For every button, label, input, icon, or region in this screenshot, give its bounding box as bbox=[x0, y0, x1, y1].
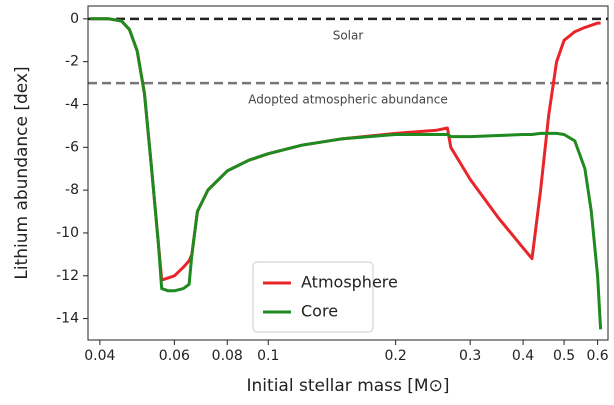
y-tick-label: -6 bbox=[65, 139, 79, 155]
x-tick-label: 0.08 bbox=[212, 348, 243, 364]
x-tick-label: 0.04 bbox=[84, 348, 115, 364]
y-tick-label: -2 bbox=[65, 54, 79, 70]
y-axis-label: Lithium abundance [dex] bbox=[12, 66, 32, 279]
x-tick-label: 0.2 bbox=[385, 348, 407, 364]
annotation: Adopted atmospheric abundance bbox=[248, 93, 447, 107]
x-tick-label: 0.4 bbox=[512, 348, 534, 364]
x-tick-label: 0.06 bbox=[159, 348, 190, 364]
legend-label: Atmosphere bbox=[301, 273, 398, 292]
x-tick-label: 0.3 bbox=[459, 348, 481, 364]
annotation: Solar bbox=[333, 28, 364, 42]
x-tick-label: 0.6 bbox=[586, 348, 608, 364]
series-line bbox=[90, 17, 601, 282]
x-tick-label: 0.1 bbox=[257, 348, 279, 364]
y-tick-label: -4 bbox=[65, 96, 79, 112]
y-tick-label: 0 bbox=[70, 11, 79, 27]
y-tick-label: -8 bbox=[65, 182, 79, 198]
y-tick-label: -14 bbox=[56, 311, 79, 327]
x-axis-label: Initial stellar mass [M⊙] bbox=[247, 376, 450, 396]
x-tick-label: 0.5 bbox=[553, 348, 575, 364]
y-tick-label: -12 bbox=[56, 268, 79, 284]
plot-frame bbox=[87, 5, 609, 341]
legend-label: Core bbox=[301, 302, 338, 321]
y-tick-label: -10 bbox=[56, 225, 79, 241]
legend-box bbox=[252, 261, 374, 333]
series-line bbox=[90, 17, 603, 330]
